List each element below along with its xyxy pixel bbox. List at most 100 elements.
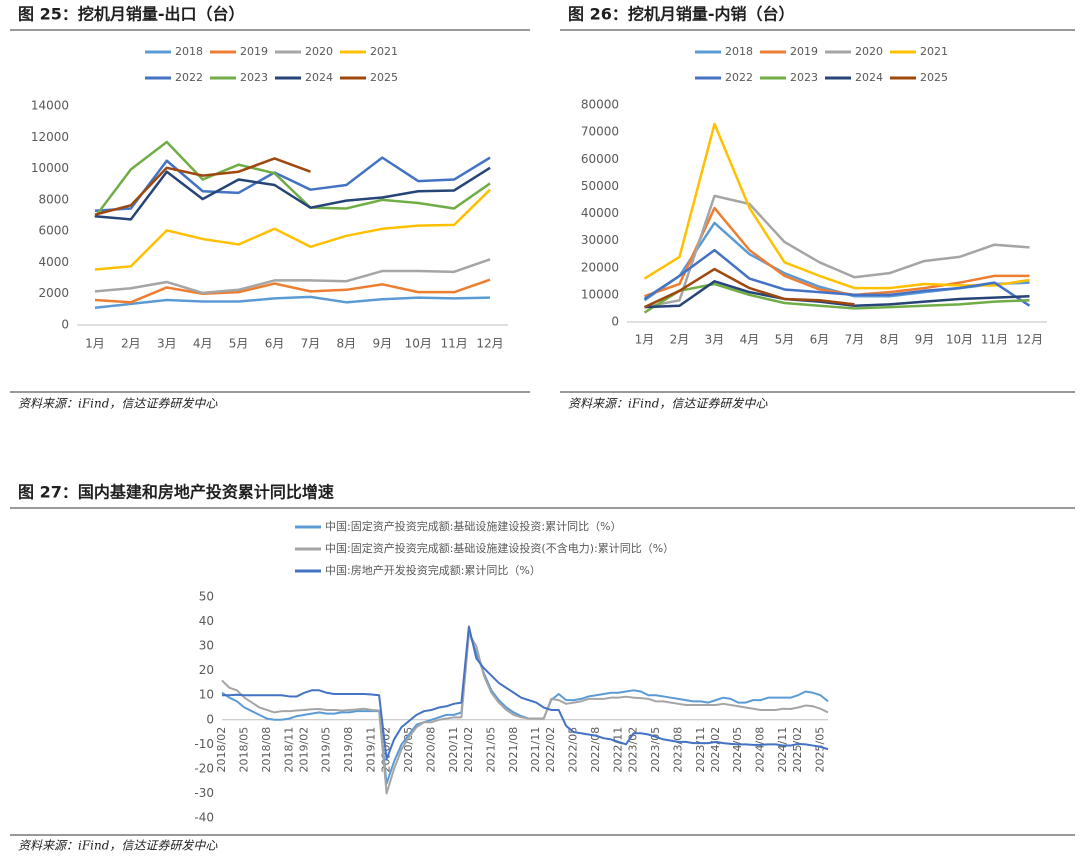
series-line [221, 632, 829, 795]
x-tick-label: 10月 [946, 333, 973, 347]
x-tick-label: 2018/02 [215, 727, 228, 773]
x-tick-label: 2018/11 [282, 727, 295, 773]
x-tick-label: 2024/08 [754, 727, 767, 773]
x-tick-label: 3月 [705, 333, 725, 347]
x-tick-label: 9月 [372, 337, 392, 351]
series-line [644, 206, 1030, 298]
y-tick-label: -10 [194, 737, 214, 751]
legend-label: 2025 [920, 71, 948, 84]
legend-label: 中国:固定资产投资完成额:基础设施建设投资(不含电力):累计同比（%） [325, 541, 674, 555]
x-tick-label: 2021/11 [529, 727, 542, 773]
legend-label: 2023 [790, 71, 818, 84]
x-tick-label: 4月 [740, 333, 760, 347]
x-tick-label: 12月 [1016, 333, 1043, 347]
y-tick-label: 2000 [38, 286, 69, 300]
x-tick-label: 2019/05 [320, 727, 333, 773]
x-tick-label: 2023/05 [649, 727, 662, 773]
x-tick-label: 11月 [981, 333, 1008, 347]
x-tick-label: 2024/11 [776, 727, 789, 773]
x-tick-label: 2020/08 [424, 727, 437, 773]
x-tick-label: 2022/08 [589, 727, 602, 773]
x-tick-label: 2025/05 [814, 727, 827, 773]
series-line [93, 140, 491, 218]
x-tick-label: 1月 [635, 333, 655, 347]
series-line [94, 156, 491, 213]
x-tick-label: 2022/05 [567, 727, 580, 773]
x-tick-label: 2023/08 [671, 727, 684, 773]
y-tick-label: 4000 [38, 255, 69, 269]
x-tick-label: 2020/11 [447, 727, 460, 773]
legend-label: 2020 [855, 45, 883, 58]
x-tick-label: 2月 [670, 333, 690, 347]
x-tick-label: 1月 [85, 337, 105, 351]
x-tick-label: 2021/02 [462, 727, 475, 773]
chart-title: 图 27：国内基建和房地产投资累计同比增速 [18, 483, 334, 502]
legend-label: 2022 [725, 71, 753, 84]
series-line [94, 166, 491, 221]
y-tick-label: 8000 [38, 192, 69, 206]
x-tick-label: 7月 [845, 333, 865, 347]
x-tick-label: 6月 [810, 333, 830, 347]
series-line [94, 295, 491, 310]
legend-label: 2024 [855, 71, 883, 84]
y-tick-label: 14000 [31, 99, 69, 113]
legend-label: 2021 [370, 45, 398, 58]
series-line [643, 248, 1031, 307]
legend-label: 2023 [240, 71, 268, 84]
x-tick-label: 8月 [880, 333, 900, 347]
y-tick-label: 70000 [581, 125, 619, 139]
series-line [94, 278, 491, 304]
x-tick-label: 2018/05 [237, 727, 250, 773]
legend-label: 2019 [790, 45, 818, 58]
legend-label: 2019 [240, 45, 268, 58]
legend-label: 2021 [920, 45, 948, 58]
legend-label: 2018 [725, 45, 753, 58]
x-tick-label: 2019/08 [342, 727, 355, 773]
x-tick-label: 12月 [476, 337, 503, 351]
source-note: 资料来源：iFind，信达证券研发中心 [568, 397, 768, 411]
y-tick-label: 80000 [581, 98, 619, 112]
x-tick-label: 2019/02 [297, 727, 310, 773]
y-tick-label: 40000 [581, 206, 619, 220]
x-tick-label: 9月 [915, 333, 935, 347]
chart-title: 图 25：挖机月销量-出口（台） [18, 5, 244, 24]
y-tick-label: 6000 [38, 224, 69, 238]
y-tick-label: 20000 [581, 260, 619, 274]
series-line [222, 625, 829, 761]
source-note: 资料来源：iFind，信达证券研发中心 [18, 839, 218, 853]
x-tick-label: 2022/11 [612, 727, 625, 773]
y-tick-label: 50000 [581, 179, 619, 193]
y-tick-label: 10000 [31, 161, 69, 175]
y-tick-label: 30000 [581, 233, 619, 247]
x-tick-label: 5月 [229, 337, 249, 351]
series-line [643, 267, 855, 309]
source-note: 资料来源：iFind，信达证券研发中心 [18, 397, 218, 411]
y-tick-label: 0 [611, 315, 619, 329]
legend-label: 中国:房地产开发投资完成额:累计同比（%） [325, 563, 541, 577]
y-tick-label: 10 [199, 688, 214, 702]
y-tick-label: 50 [199, 590, 214, 604]
x-tick-label: 11月 [440, 337, 467, 351]
legend-label: 2018 [175, 45, 203, 58]
y-tick-label: -30 [194, 786, 214, 800]
x-tick-label: 2022/02 [544, 727, 557, 773]
x-tick-label: 2024/02 [709, 727, 722, 773]
legend-label: 2022 [175, 71, 203, 84]
y-tick-label: 10000 [581, 287, 619, 301]
series-line [644, 194, 1030, 309]
series-line [94, 258, 491, 295]
y-tick-label: 0 [61, 318, 69, 332]
y-tick-label: 0 [206, 712, 214, 726]
y-tick-label: -40 [194, 811, 214, 825]
y-tick-label: 60000 [581, 152, 619, 166]
y-tick-label: -20 [194, 761, 214, 775]
legend-label: 2024 [305, 71, 333, 84]
x-tick-label: 5月 [775, 333, 795, 347]
y-tick-label: 12000 [31, 130, 69, 144]
x-tick-label: 2021/05 [484, 727, 497, 773]
y-tick-label: 30 [199, 639, 214, 653]
series-line [94, 188, 491, 271]
x-tick-label: 8月 [337, 337, 357, 351]
series-line [643, 122, 1030, 290]
